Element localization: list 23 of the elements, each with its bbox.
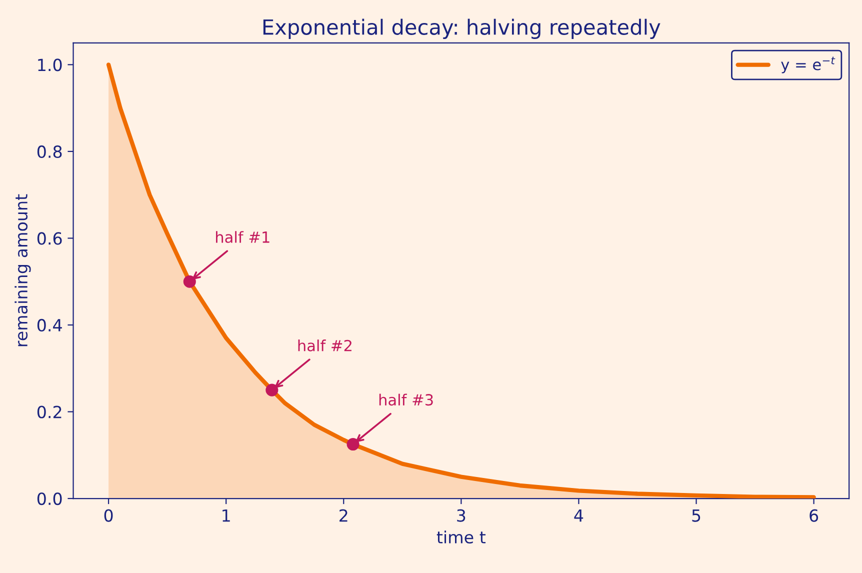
annotation: half #1 xyxy=(216,231,270,243)
y-tick-label: 0.6 xyxy=(37,232,62,245)
legend-label: y = e$^{−t}$ xyxy=(781,56,836,74)
annotation: half #2 xyxy=(298,340,352,352)
chart-title: Exponential decay: halving repeatedly xyxy=(263,18,660,39)
x-tick-label: 3 xyxy=(457,509,466,522)
annotation: half #3 xyxy=(379,394,433,406)
point xyxy=(266,384,278,396)
y-tick-label: 0.0 xyxy=(37,492,62,506)
x-tick-label: 4 xyxy=(574,509,584,522)
x-tick-label: 6 xyxy=(810,509,818,522)
y-tick-label: 0.4 xyxy=(37,318,62,332)
point xyxy=(183,275,196,288)
point xyxy=(346,438,360,451)
x-tick-label: 2 xyxy=(340,509,348,522)
y-axis-title: remaining amount xyxy=(14,194,31,346)
x-tick-label: 5 xyxy=(692,509,700,522)
y-tick-label: 0.8 xyxy=(37,145,62,158)
y-tick-label: 1.0 xyxy=(38,58,62,72)
x-tick-label: 0 xyxy=(104,509,113,522)
y-tick-label: 0.2 xyxy=(37,406,62,418)
x-tick-label: 1 xyxy=(222,509,230,522)
x-axis-title: time t xyxy=(436,530,486,544)
